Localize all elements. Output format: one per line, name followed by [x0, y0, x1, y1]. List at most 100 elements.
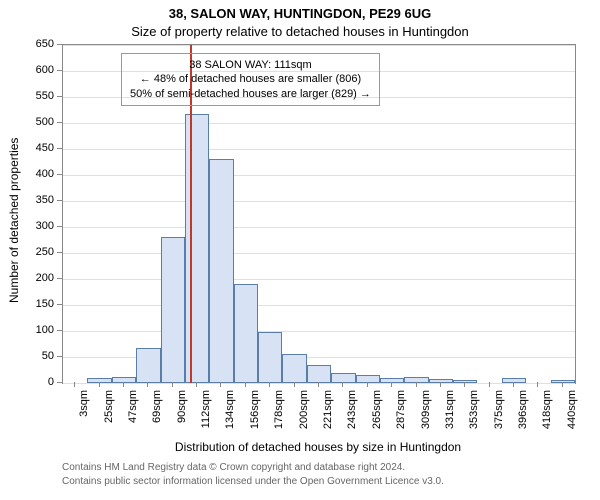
gridline	[63, 175, 575, 176]
histogram-bar	[234, 284, 258, 383]
x-tick-mark	[99, 382, 100, 387]
y-tick-mark	[57, 226, 62, 227]
gridline	[63, 227, 575, 228]
x-tick-mark	[537, 382, 538, 387]
histogram-bar	[356, 375, 380, 383]
x-tick-label: 309sqm	[420, 390, 432, 429]
y-tick-mark	[57, 174, 62, 175]
y-tick-label: 400	[0, 168, 54, 180]
x-tick-mark	[147, 382, 148, 387]
x-tick-label: 156sqm	[249, 390, 261, 429]
histogram-bar	[136, 348, 160, 383]
chart-title-main: 38, SALON WAY, HUNTINGDON, PE29 6UG	[0, 6, 600, 21]
x-tick-mark	[513, 382, 514, 387]
x-tick-mark	[562, 382, 563, 387]
y-tick-mark	[57, 70, 62, 71]
histogram-bar	[453, 380, 477, 383]
x-tick-label: 3sqm	[78, 390, 90, 417]
x-tick-mark	[464, 382, 465, 387]
x-tick-mark	[220, 382, 221, 387]
y-tick-label: 600	[0, 64, 54, 76]
histogram-bar	[112, 377, 136, 383]
y-tick-label: 200	[0, 272, 54, 284]
y-tick-label: 650	[0, 38, 54, 50]
y-tick-label: 350	[0, 194, 54, 206]
footnote-line1: Contains HM Land Registry data © Crown c…	[62, 462, 405, 473]
gridline	[63, 123, 575, 124]
x-tick-mark	[196, 382, 197, 387]
x-tick-mark	[294, 382, 295, 387]
x-tick-mark	[342, 382, 343, 387]
histogram-bar	[161, 237, 185, 383]
histogram-bar	[551, 380, 575, 383]
x-tick-label: 331sqm	[444, 390, 456, 429]
y-tick-label: 500	[0, 116, 54, 128]
x-axis-label: Distribution of detached houses by size …	[62, 440, 574, 454]
x-tick-label: 200sqm	[298, 390, 310, 429]
gridline	[63, 149, 575, 150]
y-tick-label: 150	[0, 298, 54, 310]
annotation-line2: ← 48% of detached houses are smaller (80…	[130, 72, 371, 86]
y-tick-mark	[57, 278, 62, 279]
chart-title-sub: Size of property relative to detached ho…	[0, 24, 600, 39]
y-tick-label: 100	[0, 324, 54, 336]
x-tick-label: 178sqm	[273, 390, 285, 429]
y-tick-label: 50	[0, 350, 54, 362]
histogram-bar	[87, 378, 111, 383]
y-tick-label: 0	[0, 376, 54, 388]
histogram-bar	[307, 365, 331, 383]
x-tick-label: 396sqm	[517, 390, 529, 429]
x-tick-label: 353sqm	[468, 390, 480, 429]
y-tick-mark	[57, 330, 62, 331]
x-tick-label: 265sqm	[371, 390, 383, 429]
gridline	[63, 253, 575, 254]
gridline	[63, 383, 575, 384]
y-tick-mark	[57, 96, 62, 97]
plot-area: 38 SALON WAY: 111sqm ← 48% of detached h…	[62, 44, 576, 384]
y-tick-label: 300	[0, 220, 54, 232]
annotation-box: 38 SALON WAY: 111sqm ← 48% of detached h…	[121, 53, 380, 106]
histogram-bar	[429, 379, 453, 383]
x-tick-label: 47sqm	[127, 390, 139, 423]
gridline	[63, 331, 575, 332]
annotation-line3: 50% of semi-detached houses are larger (…	[130, 87, 371, 101]
x-tick-label: 375sqm	[493, 390, 505, 429]
x-tick-label: 25sqm	[103, 390, 115, 423]
y-tick-mark	[57, 200, 62, 201]
y-tick-label: 250	[0, 246, 54, 258]
histogram-bar	[258, 332, 282, 383]
y-tick-mark	[57, 356, 62, 357]
y-tick-label: 550	[0, 90, 54, 102]
x-tick-label: 440sqm	[566, 390, 578, 429]
y-tick-mark	[57, 148, 62, 149]
footnote-line2: Contains public sector information licen…	[62, 476, 444, 487]
x-tick-mark	[416, 382, 417, 387]
histogram-bar	[209, 159, 233, 383]
x-tick-label: 90sqm	[176, 390, 188, 423]
gridline	[63, 45, 575, 46]
histogram-bar	[331, 373, 355, 383]
x-tick-label: 112sqm	[200, 390, 212, 428]
gridline	[63, 305, 575, 306]
x-tick-mark	[318, 382, 319, 387]
gridline	[63, 201, 575, 202]
x-tick-mark	[172, 382, 173, 387]
x-tick-mark	[367, 382, 368, 387]
gridline	[63, 279, 575, 280]
x-tick-label: 134sqm	[224, 390, 236, 429]
x-tick-mark	[391, 382, 392, 387]
histogram-chart: 38, SALON WAY, HUNTINGDON, PE29 6UG Size…	[0, 0, 600, 500]
x-tick-mark	[489, 382, 490, 387]
y-tick-label: 450	[0, 142, 54, 154]
y-tick-mark	[57, 122, 62, 123]
x-tick-mark	[74, 382, 75, 387]
x-tick-label: 69sqm	[151, 390, 163, 423]
x-tick-label: 287sqm	[395, 390, 407, 429]
x-tick-mark	[440, 382, 441, 387]
y-tick-mark	[57, 382, 62, 383]
x-tick-mark	[245, 382, 246, 387]
x-tick-mark	[269, 382, 270, 387]
annotation-line1: 38 SALON WAY: 111sqm	[130, 58, 371, 72]
x-tick-mark	[123, 382, 124, 387]
x-tick-label: 418sqm	[541, 390, 553, 429]
